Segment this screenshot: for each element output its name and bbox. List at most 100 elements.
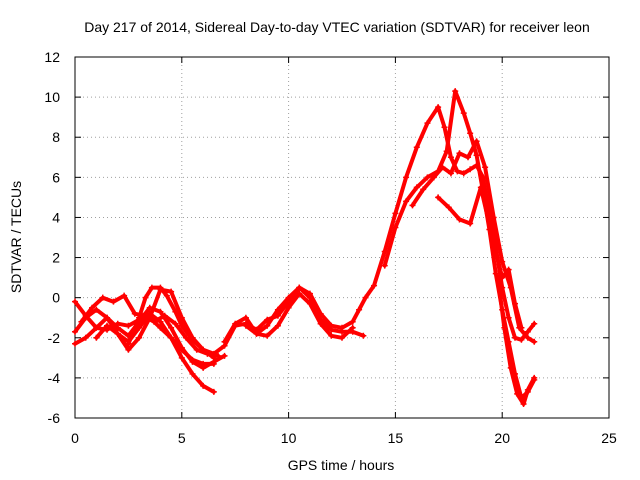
data-point xyxy=(524,334,531,341)
data-point xyxy=(99,294,106,301)
data-point xyxy=(328,332,335,339)
data-point xyxy=(520,400,527,407)
y-tick-label: 6 xyxy=(52,169,60,185)
data-point xyxy=(317,310,324,317)
data-point xyxy=(456,216,463,223)
data-point xyxy=(501,324,508,331)
data-point xyxy=(274,306,281,313)
data-point xyxy=(285,294,292,301)
data-point xyxy=(104,314,111,321)
chart-title: Day 217 of 2014, Sidereal Day-to-day VTE… xyxy=(84,19,590,35)
data-point xyxy=(424,174,431,181)
data-point xyxy=(114,320,121,327)
data-point xyxy=(172,320,179,327)
data-point xyxy=(114,330,121,337)
data-point xyxy=(221,352,228,359)
data-point xyxy=(467,130,474,137)
x-tick-label: 5 xyxy=(178,430,186,446)
x-axis-label: GPS time / hours xyxy=(288,457,395,473)
data-point xyxy=(78,318,85,325)
data-point xyxy=(264,332,271,339)
data-point xyxy=(125,346,132,353)
data-point xyxy=(507,364,514,371)
data-point xyxy=(178,346,185,353)
data-point xyxy=(494,274,501,281)
data-point xyxy=(104,322,111,329)
data-point xyxy=(193,346,200,353)
data-point xyxy=(514,390,521,397)
data-point xyxy=(349,318,356,325)
data-point xyxy=(518,324,525,331)
data-point xyxy=(473,152,480,159)
data-point xyxy=(482,164,489,171)
data-point xyxy=(392,210,399,217)
data-point xyxy=(189,336,196,343)
y-tick-label: 2 xyxy=(52,250,60,266)
data-point xyxy=(317,320,324,327)
series-layer xyxy=(72,88,538,407)
data-point xyxy=(110,298,117,305)
data-point xyxy=(467,220,474,227)
data-point xyxy=(531,338,538,345)
data-point xyxy=(274,322,281,329)
data-point xyxy=(512,300,519,307)
series-track-12 xyxy=(494,274,538,407)
x-tick-label: 25 xyxy=(601,430,617,446)
data-point xyxy=(264,322,271,329)
data-point xyxy=(168,334,175,341)
data-point xyxy=(157,324,164,331)
series-line xyxy=(436,185,524,330)
data-point xyxy=(242,314,249,321)
data-point xyxy=(183,334,190,341)
data-point xyxy=(512,334,519,341)
data-point xyxy=(445,204,452,211)
data-point xyxy=(168,288,175,295)
plot-frame xyxy=(74,56,610,419)
data-point xyxy=(125,340,132,347)
data-point xyxy=(93,306,100,313)
data-point xyxy=(93,334,100,341)
data-point xyxy=(296,290,303,297)
data-point xyxy=(447,154,454,161)
data-point xyxy=(339,334,345,341)
data-point xyxy=(200,360,207,367)
grid xyxy=(75,57,609,418)
data-point xyxy=(413,184,420,191)
data-point xyxy=(189,356,196,363)
data-point xyxy=(403,174,410,181)
data-point xyxy=(296,284,303,291)
data-point xyxy=(328,322,335,329)
data-point xyxy=(360,332,367,339)
data-point xyxy=(505,314,512,321)
y-tick-label: -2 xyxy=(48,330,61,346)
data-point xyxy=(215,352,222,359)
data-point xyxy=(454,168,461,175)
data-point xyxy=(441,124,448,131)
y-axis-label: SDTVAR / TECUs xyxy=(8,181,24,293)
data-point xyxy=(172,308,179,315)
data-point xyxy=(531,320,538,327)
data-point xyxy=(189,370,196,377)
y-tick-label: 8 xyxy=(52,129,60,145)
data-point xyxy=(465,154,472,161)
data-point xyxy=(492,270,499,277)
data-point xyxy=(403,198,410,205)
data-point xyxy=(131,310,138,317)
data-point xyxy=(72,340,78,347)
data-point xyxy=(435,194,442,201)
data-point xyxy=(460,110,467,117)
data-point xyxy=(200,382,207,389)
data-point xyxy=(136,334,143,341)
y-tick-label: 12 xyxy=(44,49,60,65)
data-point xyxy=(210,388,217,395)
data-point xyxy=(460,170,467,177)
data-point xyxy=(435,104,442,111)
series-track-11 xyxy=(435,184,525,331)
data-point xyxy=(392,224,399,231)
y-tick-label: 4 xyxy=(52,209,60,225)
data-point xyxy=(531,374,538,381)
data-point xyxy=(477,184,484,191)
data-point xyxy=(339,324,345,331)
data-point xyxy=(178,354,185,361)
